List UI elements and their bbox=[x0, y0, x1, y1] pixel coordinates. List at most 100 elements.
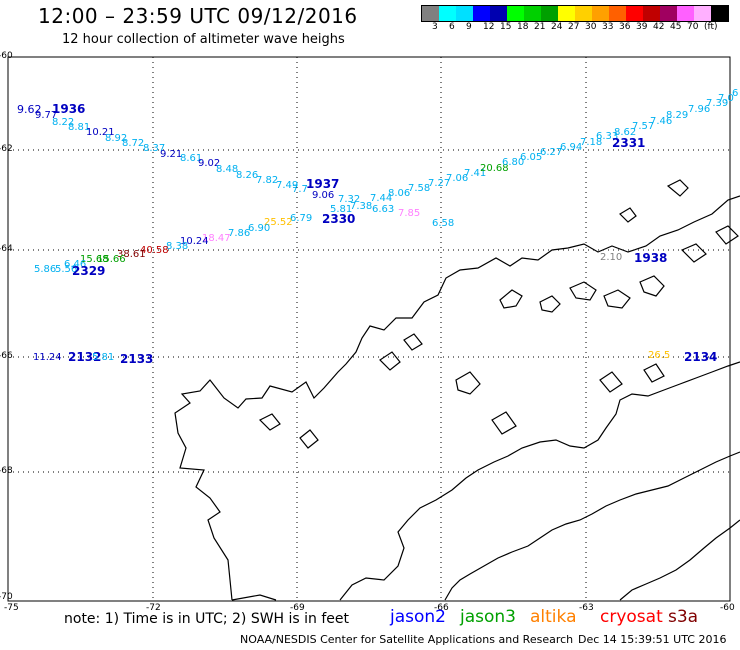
longitude-label: -75 bbox=[4, 603, 19, 613]
wave-height-label: 15.68 bbox=[80, 254, 109, 265]
wave-height-label: 5.56 bbox=[55, 264, 78, 275]
longitude-label: -66 bbox=[434, 603, 449, 613]
wave-height-label: 7.0 bbox=[718, 93, 734, 104]
wave-height-label: 9.21 bbox=[160, 149, 183, 160]
page-subtitle: 12 hour collection of altimeter wave hei… bbox=[62, 32, 345, 47]
wave-height-label: 6.46 bbox=[64, 259, 87, 270]
legend-label: (ft) bbox=[704, 22, 718, 32]
note-text: note: 1) Time is in UTC; 2) SWH is in fe… bbox=[64, 611, 350, 627]
wave-height-label: 2.10 bbox=[600, 252, 623, 263]
wave-height-label: 7.82 bbox=[256, 175, 279, 186]
wave-height-label: 7.32 bbox=[338, 194, 361, 205]
wave-height-label: 38.61 bbox=[117, 249, 146, 260]
coastline bbox=[174, 179, 740, 601]
legend-label: 39 bbox=[636, 22, 648, 32]
plot-frame bbox=[7, 56, 731, 602]
legend-swatch bbox=[456, 6, 473, 21]
wave-height-label: 6.94 bbox=[560, 142, 583, 153]
wave-height-label: 7.39 bbox=[706, 98, 729, 109]
wave-height-label: 7.86 bbox=[228, 228, 251, 239]
wave-height-label: 7.46 bbox=[650, 116, 673, 127]
legend-swatch bbox=[592, 6, 609, 21]
wave-height-label: 6.27 bbox=[540, 147, 563, 158]
legend-swatch bbox=[660, 6, 677, 21]
wave-height-label: 8.72 bbox=[122, 138, 145, 149]
legend-label: 33 bbox=[602, 22, 614, 32]
satellite-altika: altika bbox=[530, 607, 577, 627]
wave-height-label: 7.06 bbox=[446, 173, 469, 184]
legend-label: 70 bbox=[687, 22, 699, 32]
legend-label: 36 bbox=[619, 22, 631, 32]
wave-height-label: 7.96 bbox=[688, 104, 711, 115]
wave-height-label: 5.81 bbox=[330, 204, 353, 215]
legend-swatch bbox=[422, 6, 439, 21]
wave-height-label: 7.41 bbox=[464, 168, 487, 179]
legend-swatch bbox=[575, 6, 592, 21]
pass-time-label: 1938 bbox=[634, 251, 668, 265]
wave-height-label: 8.37 bbox=[143, 143, 166, 154]
wave-height-label: 8.92 bbox=[105, 133, 128, 144]
wave-height-label: 5.81 bbox=[92, 352, 115, 363]
latitude-label: -64 bbox=[0, 244, 13, 254]
latitude-label: -70 bbox=[0, 592, 13, 602]
wave-height-label: 8.06 bbox=[388, 188, 411, 199]
legend-swatch bbox=[439, 6, 456, 21]
legend-swatch bbox=[541, 6, 558, 21]
wave-height-label: 18.47 bbox=[202, 233, 231, 244]
wave-height-label: 7.7 bbox=[292, 184, 308, 195]
satellite-s3a: s3a bbox=[668, 607, 699, 627]
legend-swatch bbox=[507, 6, 524, 21]
legend-label: 30 bbox=[585, 22, 597, 32]
timestamp-text: Dec 14 15:39:51 UTC 2016 bbox=[578, 633, 727, 646]
wave-height-label: 7.38 bbox=[350, 201, 373, 212]
wave-height-label: 11.24 bbox=[33, 352, 62, 363]
wave-height-label: 6.33 bbox=[596, 131, 619, 142]
latitude-label: -62 bbox=[0, 144, 13, 154]
longitude-label: -72 bbox=[146, 603, 161, 613]
pass-time-label: 2329 bbox=[72, 264, 106, 278]
latitude-label: -68 bbox=[0, 466, 13, 476]
wave-height-label: 9.77 bbox=[35, 110, 58, 121]
legend-swatch bbox=[473, 6, 490, 21]
legend-swatch bbox=[711, 6, 728, 21]
legend-swatch bbox=[694, 6, 711, 21]
wave-height-label: 7.49 bbox=[276, 180, 299, 191]
wave-height-label: 9.62 bbox=[17, 103, 42, 116]
longitude-label: -63 bbox=[579, 603, 594, 613]
wave-height-label: 6.05 bbox=[520, 152, 543, 163]
satellite-jason2: jason2 bbox=[390, 607, 446, 627]
pass-time-label: 2331 bbox=[612, 136, 646, 150]
legend-label: 18 bbox=[517, 22, 529, 32]
wave-height-label: 7.18 bbox=[580, 137, 603, 148]
wave-height-label: 8.29 bbox=[666, 110, 689, 121]
wave-height-label: 8.38 bbox=[166, 241, 189, 252]
pass-time-label: 2133 bbox=[120, 352, 154, 366]
wave-height-label: 7.27 bbox=[428, 178, 451, 189]
credit-text: NOAA/NESDIS Center for Satellite Applica… bbox=[240, 633, 574, 646]
page-title: 12:00 – 23:59 UTC 09/12/2016 bbox=[38, 4, 358, 28]
legend-label: 42 bbox=[653, 22, 665, 32]
latitude-label: -60 bbox=[0, 51, 13, 61]
wave-height-label: 7.58 bbox=[408, 183, 431, 194]
wave-height-label: 10.24 bbox=[180, 236, 209, 247]
legend-label: 21 bbox=[534, 22, 546, 32]
wave-height-label: 6.58 bbox=[432, 218, 455, 229]
satellite-jason3: jason3 bbox=[460, 607, 516, 627]
wave-height-label: 20.68 bbox=[480, 163, 509, 174]
legend-label: 27 bbox=[568, 22, 580, 32]
wave-height-label: 9.06 bbox=[312, 190, 335, 201]
wave-height-label: 8.22 bbox=[52, 117, 75, 128]
longitude-label: -69 bbox=[290, 603, 305, 613]
wave-height-label: 40.58 bbox=[140, 245, 169, 256]
wave-height-label: 6.90 bbox=[248, 223, 271, 234]
wave-height-label: 6.63 bbox=[372, 204, 395, 215]
wave-height-label: 7.44 bbox=[370, 193, 393, 204]
legend-swatch bbox=[677, 6, 694, 21]
wave-height-label: 15.66 bbox=[97, 254, 126, 265]
wave-height-label: 8.62 bbox=[614, 127, 637, 138]
wave-height-label: 10.21 bbox=[86, 127, 115, 138]
legend-label: 12 bbox=[483, 22, 495, 32]
latitude-label: -66 bbox=[0, 351, 13, 361]
wave-height-label: 8.26 bbox=[236, 170, 259, 181]
